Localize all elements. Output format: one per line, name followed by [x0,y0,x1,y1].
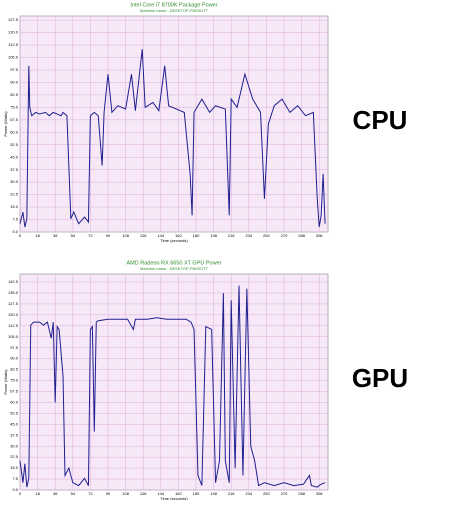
x-tick-label: 0 [19,233,22,238]
x-tick-label: 36 [53,233,58,238]
y-tick-label: 112.5 [8,323,18,328]
x-tick-label: 108 [122,491,129,496]
y-tick-label: 0.0 [12,229,18,234]
y-tick-label: 7.5 [12,217,18,222]
y-tick-label: 22.5 [10,454,19,459]
y-tick-label: 90.0 [10,356,19,361]
x-tick-label: 216 [228,233,235,238]
y-tick-label: 7.5 [12,476,18,481]
y-tick-label: 82.5 [10,367,19,372]
y-tick-label: 75.0 [10,378,19,383]
x-tick-label: 162 [175,491,182,496]
data-line [19,285,326,488]
x-tick-label: 18 [35,233,40,238]
y-tick-label: 0.0 [12,487,18,492]
y-tick-label: 52.5 [10,142,19,147]
x-tick-label: 54 [71,233,76,238]
x-tick-label: 198 [210,233,217,238]
y-tick-label: 90.0 [10,80,19,85]
y-axis-label: Power (Watts) [3,111,8,137]
y-tick-label: 82.5 [10,92,19,97]
x-tick-label: 234 [245,233,252,238]
x-tick-label: 180 [193,491,200,496]
y-tick-label: 127.5 [8,301,19,306]
y-tick-label: 30.0 [10,443,19,448]
y-tick-label: 60.0 [10,399,19,404]
x-tick-label: 270 [281,233,288,238]
y-tick-label: 37.5 [10,432,19,437]
y-tick-label: 127.5 [8,17,19,22]
y-tick-label: 67.5 [10,117,19,122]
x-tick-label: 54 [71,491,76,496]
data-line [19,49,326,228]
x-tick-label: 108 [122,233,129,238]
x-tick-label: 144 [157,491,164,496]
plot-area [19,15,329,233]
chart-title: AMD Radeon RX 6650 XT GPU Power [127,260,222,266]
y-axis-label: Power (Watts) [3,369,8,395]
y-tick-label: 97.5 [10,67,19,72]
y-tick-label: 142.5 [8,279,19,284]
x-tick-label: 126 [140,233,147,238]
y-tick-label: 120.0 [8,312,19,317]
x-tick-label: 288 [298,233,305,238]
y-tick-label: 97.5 [10,345,19,350]
y-tick-label: 22.5 [10,192,19,197]
x-tick-label: 18 [35,491,40,496]
x-axis-label: Time (seconds) [160,496,188,500]
x-tick-label: 162 [175,233,182,238]
x-tick-label: 180 [193,233,200,238]
y-tick-label: 30.0 [10,179,19,184]
x-tick-label: 252 [263,491,270,496]
y-tick-label: 52.5 [10,410,19,415]
y-tick-label: 37.5 [10,167,19,172]
y-tick-label: 60.0 [10,129,19,134]
side-label: GPU [352,363,408,393]
x-tick-label: 252 [263,233,270,238]
x-tick-label: 126 [140,491,147,496]
chart-subtitle: Machine name : DESKTOP-P8G0UTT [140,266,209,271]
x-tick-label: 270 [281,491,288,496]
y-tick-label: 112.5 [8,42,18,47]
x-tick-label: 306 [316,491,323,496]
x-tick-label: 216 [228,491,235,496]
y-tick-label: 105.0 [8,55,19,60]
y-tick-label: 120.0 [8,30,19,35]
y-tick-label: 135.0 [8,290,19,295]
x-axis-label: Time (seconds) [160,238,188,243]
y-tick-label: 15.0 [10,465,19,470]
y-tick-label: 45.0 [10,154,19,159]
side-label: CPU [353,105,408,135]
x-tick-label: 90 [106,233,111,238]
x-tick-label: 72 [88,491,93,496]
x-tick-label: 288 [298,491,305,496]
chart-subtitle: Machine name : DESKTOP-P8G0UTT [140,8,209,13]
y-tick-label: 75.0 [10,104,19,109]
y-tick-label: 45.0 [10,421,19,426]
x-tick-label: 306 [316,233,323,238]
x-tick-label: 36 [53,491,58,496]
y-tick-label: 15.0 [10,204,19,209]
x-tick-label: 90 [106,491,111,496]
x-tick-label: 198 [210,491,217,496]
plot-area [19,273,329,491]
x-tick-label: 0 [19,491,22,496]
y-tick-label: 67.5 [10,389,19,394]
x-tick-label: 234 [245,491,252,496]
x-tick-label: 144 [157,233,164,238]
chart-title: Intel Core i7 8700K Package Power [130,2,217,8]
x-tick-label: 72 [88,233,93,238]
y-tick-label: 105.0 [8,334,19,339]
